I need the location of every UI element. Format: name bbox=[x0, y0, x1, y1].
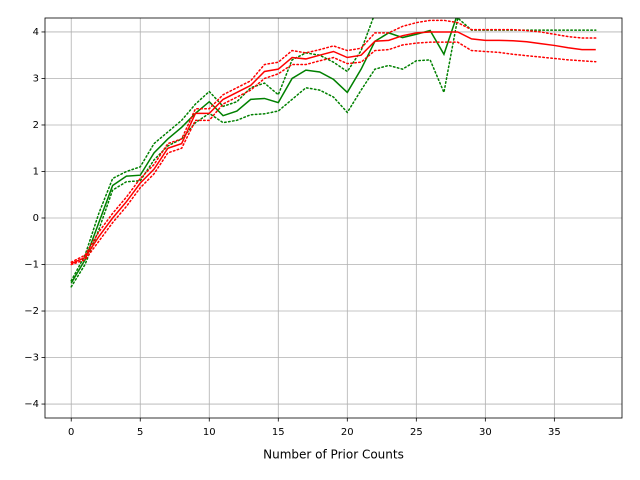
line bbox=[70, 18, 374, 282]
x-tick-label: 35 bbox=[548, 427, 561, 438]
y-tick-label: 3 bbox=[33, 73, 39, 84]
x-axis-label: Number of Prior Counts bbox=[263, 448, 404, 462]
y-tick-label: 1 bbox=[33, 166, 39, 177]
plot-area bbox=[70, 18, 597, 288]
x-tick-label: 15 bbox=[272, 427, 285, 438]
axes-frame bbox=[44, 17, 623, 419]
x-tick-label: 20 bbox=[341, 427, 354, 438]
y-tick-label: 4 bbox=[33, 27, 39, 38]
line bbox=[70, 18, 597, 288]
line bbox=[70, 18, 457, 284]
y-tick-label: −1 bbox=[24, 260, 39, 271]
x-tick-label: 30 bbox=[479, 427, 492, 438]
x-tick-label: 0 bbox=[68, 427, 74, 438]
y-tick-label: −4 bbox=[24, 399, 39, 410]
line bbox=[70, 41, 597, 266]
x-tick-label: 5 bbox=[137, 427, 143, 438]
y-tick-label: −2 bbox=[24, 306, 39, 317]
y-tick-label: 2 bbox=[33, 120, 39, 131]
x-tick-label: 25 bbox=[410, 427, 423, 438]
line bbox=[70, 19, 597, 263]
line bbox=[70, 31, 596, 265]
y-tick-label: −3 bbox=[24, 353, 39, 364]
x-tick-label: 10 bbox=[203, 427, 216, 438]
y-tick-label: 0 bbox=[33, 213, 39, 224]
